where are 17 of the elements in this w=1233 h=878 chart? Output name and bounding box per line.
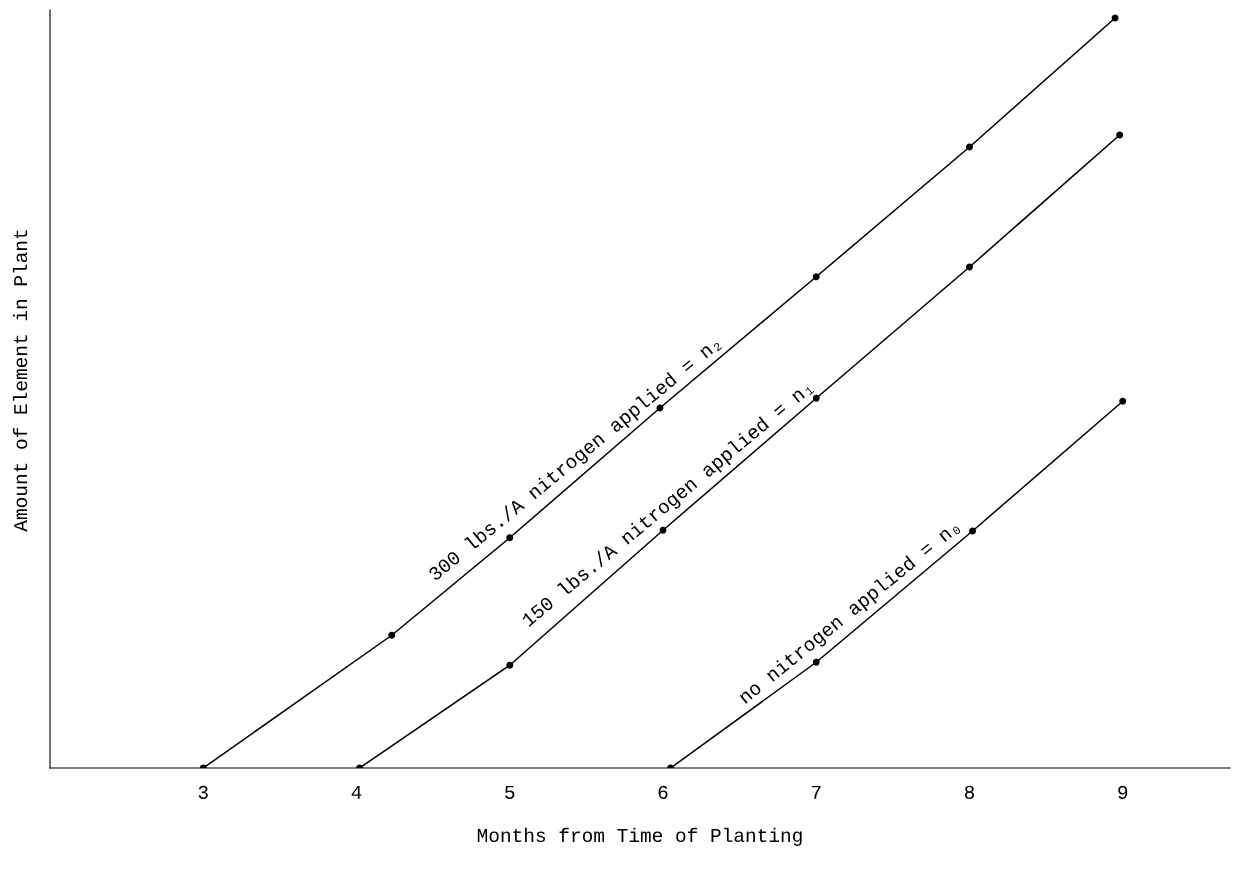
point <box>966 143 973 151</box>
point <box>969 527 977 535</box>
x-tick-label: 8 <box>964 785 975 799</box>
y-axis-title: Amount of Element in Plant <box>12 230 28 532</box>
x-tick-label: 3 <box>198 785 208 799</box>
point <box>388 631 396 639</box>
point <box>506 661 514 669</box>
point <box>812 273 820 281</box>
x-tick-label: 9 <box>1118 785 1128 799</box>
x-tick-label: 6 <box>658 785 668 799</box>
x-tick-label: 4 <box>351 785 362 799</box>
point <box>966 263 973 271</box>
x-tick-label: 5 <box>505 785 515 799</box>
x-axis-title: Months from Time of Planting <box>477 827 802 846</box>
x-tick-label: 7 <box>811 785 821 799</box>
point <box>1116 131 1124 139</box>
point <box>1119 397 1127 405</box>
